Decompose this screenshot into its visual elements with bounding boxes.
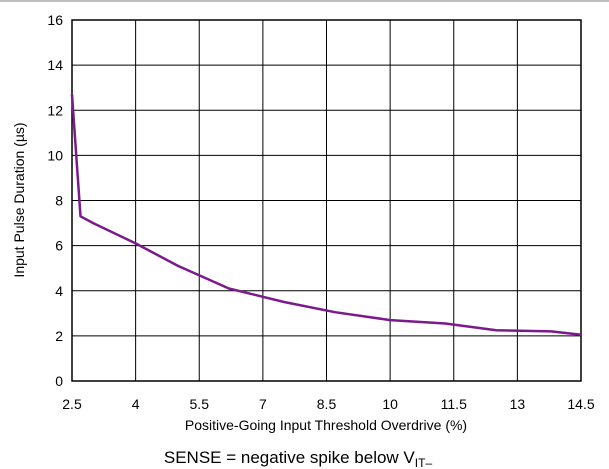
y-tick-label: 14: [47, 57, 63, 73]
grid-lines: [72, 20, 581, 381]
y-tick-label: 0: [55, 373, 63, 389]
x-tick-label: 2.5: [62, 396, 82, 412]
y-tick-label: 16: [47, 12, 63, 28]
y-tick-label: 12: [47, 102, 63, 118]
y-axis-title: Input Pulse Duration (µs): [11, 122, 27, 277]
chart-caption: SENSE = negative spike below VIT–: [164, 448, 433, 469]
top-divider: [0, 0, 609, 2]
x-tick-label: 8.5: [317, 396, 337, 412]
x-axis-title: Positive-Going Input Threshold Overdrive…: [185, 417, 467, 433]
x-tick-labels: 2.5 4 5.5 7 8.5 10 11.5 13 14.5: [62, 396, 595, 412]
plot-frame: [71, 19, 582, 382]
caption-subscript: IT–: [415, 456, 433, 469]
y-tick-label: 2: [55, 328, 63, 344]
series-line: [70, 93, 583, 336]
y-tick-label: 4: [55, 283, 63, 299]
x-tick-label: 13: [510, 396, 526, 412]
y-tick-label: 8: [55, 193, 63, 209]
x-tick-label: 14.5: [567, 396, 594, 412]
x-tick-label: 4: [132, 396, 140, 412]
x-tick-label: 10: [382, 396, 398, 412]
y-tick-label: 10: [47, 147, 63, 163]
x-tick-label: 11.5: [441, 396, 467, 412]
x-tick-label: 5.5: [190, 396, 210, 412]
caption-main-text: SENSE = negative spike below V: [164, 448, 416, 467]
x-tick-label: 7: [259, 396, 267, 412]
y-tick-label: 6: [55, 238, 63, 254]
y-tick-labels: 0 2 4 6 8 10 12 14 16: [47, 12, 63, 389]
